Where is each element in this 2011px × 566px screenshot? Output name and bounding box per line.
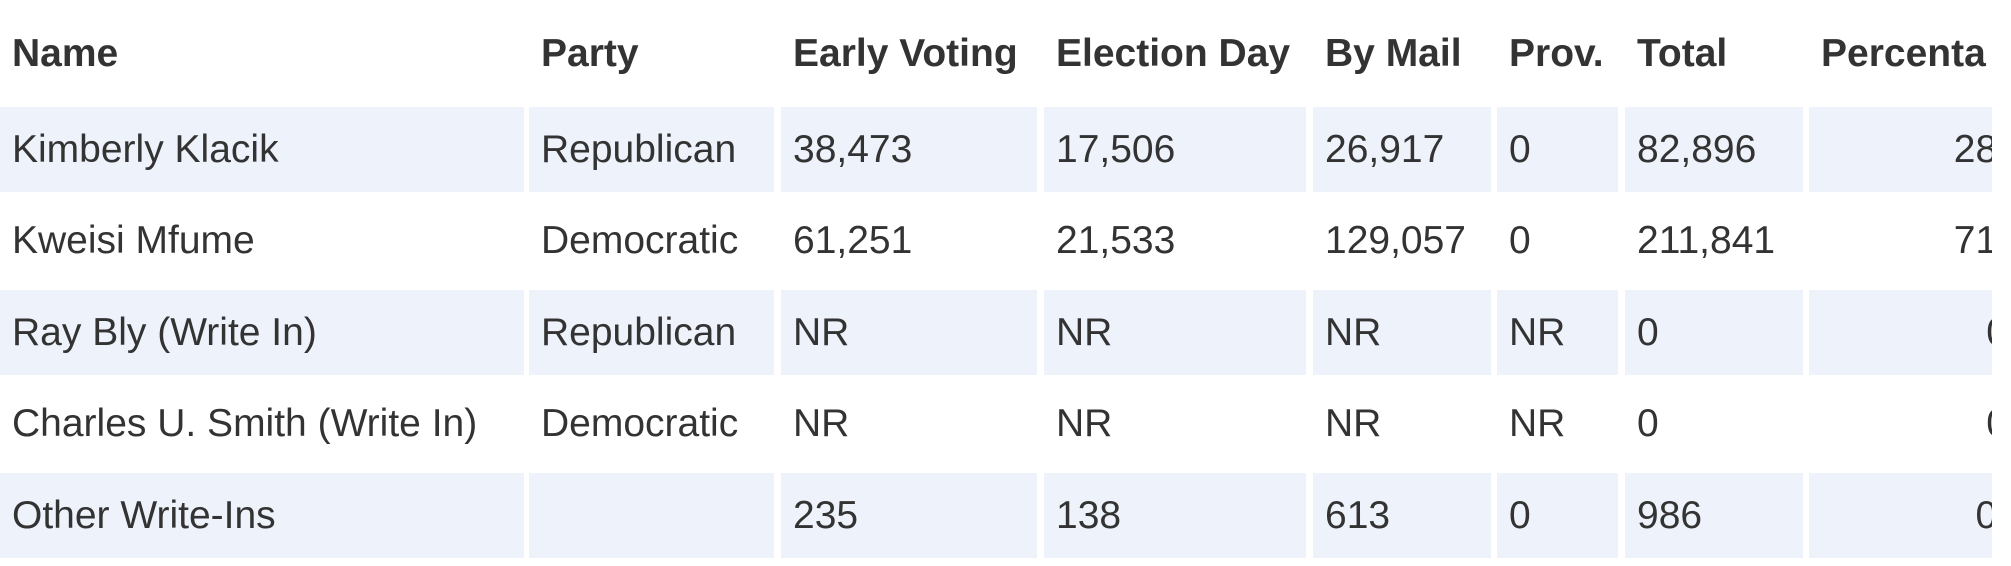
header-cell: Name bbox=[0, 0, 524, 107]
table-cell: Kimberly Klacik bbox=[0, 107, 524, 192]
cell-text: Election Day bbox=[1056, 31, 1291, 75]
cell-text: 21,533 bbox=[1056, 219, 1176, 262]
cell-text: NR bbox=[1056, 402, 1113, 445]
table-cell: NR bbox=[781, 382, 1037, 467]
table-cell: NR bbox=[781, 290, 1037, 375]
cell-text: Percenta bbox=[1821, 31, 1986, 75]
cell-text: 129,057 bbox=[1325, 219, 1466, 262]
table-cell: 138 bbox=[1044, 473, 1306, 558]
table-cell: 0 bbox=[1497, 199, 1618, 284]
table-cell: NR bbox=[1044, 290, 1306, 375]
cell-text: 0 bbox=[1509, 219, 1531, 262]
cell-text: 0 bbox=[1637, 310, 1659, 354]
cell-text: 986 bbox=[1637, 493, 1703, 537]
table-cell: 17,506 bbox=[1044, 107, 1306, 192]
table-cell: 613 bbox=[1313, 473, 1491, 558]
table-cell: 0 bbox=[1497, 107, 1618, 192]
table-cell: 71. bbox=[1809, 199, 1992, 284]
table-cell: 211,841 bbox=[1625, 199, 1803, 284]
cell-text: Total bbox=[1637, 31, 1728, 75]
cell-text: Party bbox=[541, 31, 639, 75]
header-cell: Party bbox=[529, 0, 774, 107]
cell-text: Name bbox=[12, 31, 119, 75]
table-cell: NR bbox=[1313, 290, 1491, 375]
cell-text: Prov. bbox=[1509, 31, 1604, 75]
table-cell: 235 bbox=[781, 473, 1037, 558]
cell-text: 26,917 bbox=[1325, 127, 1445, 171]
table-cell: Ray Bly (Write In) bbox=[0, 290, 524, 375]
cell-text: Other Write-Ins bbox=[12, 493, 276, 537]
table-cell: 28. bbox=[1809, 107, 1992, 192]
cell-text: Early Voting bbox=[793, 31, 1018, 75]
cell-text: Republican bbox=[541, 310, 737, 354]
cell-text: 71. bbox=[1953, 219, 1992, 262]
table-cell: 129,057 bbox=[1313, 199, 1491, 284]
cell-text: 0 bbox=[1509, 493, 1531, 537]
cell-text: NR bbox=[1509, 402, 1566, 445]
table-cell: 986 bbox=[1625, 473, 1803, 558]
table-cell: NR bbox=[1313, 382, 1491, 467]
table-cell: 26,917 bbox=[1313, 107, 1491, 192]
cell-text: NR bbox=[1325, 402, 1382, 445]
header-cell: Prov. bbox=[1497, 0, 1618, 107]
cell-text: 17,506 bbox=[1056, 127, 1176, 171]
cell-text: 211,841 bbox=[1637, 219, 1776, 262]
table-cell: NR bbox=[1044, 382, 1306, 467]
cell-text: Kimberly Klacik bbox=[12, 127, 279, 171]
table-cell: 38,473 bbox=[781, 107, 1037, 192]
cell-text: NR bbox=[793, 402, 850, 445]
cell-text: Democratic bbox=[541, 219, 739, 262]
header-cell: Election Day bbox=[1044, 0, 1306, 107]
cell-text: Kweisi Mfume bbox=[12, 219, 255, 262]
cell-text: 138 bbox=[1056, 493, 1122, 537]
cell-text: Democratic bbox=[541, 402, 739, 445]
table-cell: Democratic bbox=[529, 199, 774, 284]
table-cell: Republican bbox=[529, 290, 774, 375]
header-cell: By Mail bbox=[1313, 0, 1491, 107]
cell-text: 28. bbox=[1953, 127, 1992, 171]
cell-text: NR bbox=[1325, 310, 1382, 354]
table-cell: 0 bbox=[1497, 473, 1618, 558]
cell-text: 613 bbox=[1325, 493, 1391, 537]
cell-text: 0 bbox=[1637, 402, 1659, 445]
cell-text: 0 bbox=[1509, 127, 1531, 171]
table-cell: 0 bbox=[1625, 382, 1803, 467]
table-cell: Republican bbox=[529, 107, 774, 192]
cell-text: 38,473 bbox=[793, 127, 913, 171]
table-cell: NR bbox=[1497, 290, 1618, 375]
table-cell: 82,896 bbox=[1625, 107, 1803, 192]
table-cell: NR bbox=[1497, 382, 1618, 467]
table-cell: 61,251 bbox=[781, 199, 1037, 284]
cell-text: By Mail bbox=[1325, 31, 1462, 75]
cell-text: 61,251 bbox=[793, 219, 913, 262]
cell-text: 0 bbox=[1986, 402, 1992, 446]
cell-text: 82,896 bbox=[1637, 127, 1757, 171]
table-cell: Kweisi Mfume bbox=[0, 199, 524, 284]
table-cell: 0 bbox=[1809, 382, 1992, 467]
table-cell: 21,533 bbox=[1044, 199, 1306, 284]
header-cell: Early Voting bbox=[781, 0, 1037, 107]
table-cell: 0. bbox=[1809, 473, 1992, 558]
cell-text: 235 bbox=[793, 493, 859, 537]
table-cell bbox=[529, 473, 774, 558]
table-cell: 0 bbox=[1809, 290, 1992, 375]
cell-text: NR bbox=[1509, 310, 1566, 354]
table-cell: 0 bbox=[1625, 290, 1803, 375]
header-cell: Percenta bbox=[1809, 0, 1992, 107]
cell-text: Republican bbox=[541, 127, 737, 171]
header-cell: Total bbox=[1625, 0, 1803, 107]
cell-text: Ray Bly (Write In) bbox=[12, 310, 317, 354]
cell-text: Charles U. Smith (Write In) bbox=[12, 402, 478, 445]
table-cell: Other Write-Ins bbox=[0, 473, 524, 558]
cell-text: 0 bbox=[1986, 311, 1992, 355]
cell-text: NR bbox=[1056, 310, 1113, 354]
table-cell: Charles U. Smith (Write In) bbox=[0, 382, 524, 467]
table-cell: Democratic bbox=[529, 382, 774, 467]
cell-text: NR bbox=[793, 310, 850, 354]
cell-text: 0. bbox=[1975, 493, 1992, 537]
